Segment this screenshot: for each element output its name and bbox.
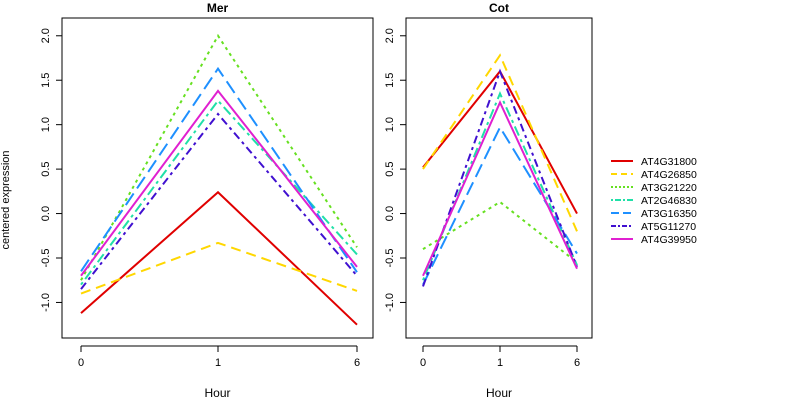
chart-panel-mer: Mer -1.0 -0.5 0.0 0.5 1.0 1.5 2.0 0 1 6 Hour [40, 1, 374, 400]
y-tick-label: -0.5 [40, 249, 52, 268]
chart-title: Mer [207, 1, 229, 15]
x-tick-label: 0 [420, 357, 426, 369]
series-line-at4g31800 [80, 190, 358, 326]
y-tick-label: 2.0 [40, 28, 52, 43]
x-tick-label: 0 [78, 357, 84, 369]
y-tick-label: -1.0 [384, 293, 396, 312]
y-tick-label: -1.0 [40, 293, 52, 312]
legend-item: AT2G46830 [611, 195, 697, 207]
legend-item: AT3G16350 [611, 208, 697, 220]
series-line-at4g26850 [80, 241, 358, 295]
series-line-at3g21220 [422, 200, 578, 264]
y-axis-label: centered expression [0, 150, 12, 249]
x-tick-label: 6 [574, 357, 580, 369]
legend: AT4G31800AT4G26850AT3G21220AT2G46830AT3G… [611, 156, 697, 246]
chart-panel-cot: Cot -1.0 -0.5 0.0 0.5 1.0 1.5 2.0 0 1 6 Hour [384, 1, 593, 400]
series-line-at4g39950 [422, 100, 578, 277]
x-axis-label: Hour [486, 386, 512, 400]
legend-item: AT4G31800 [611, 156, 697, 168]
legend-label: AT3G16350 [641, 208, 697, 220]
series-line-at5g11270 [80, 112, 358, 290]
x-axis-label: Hour [204, 386, 230, 400]
x-tick-label: 6 [354, 357, 360, 369]
plot-frame [405, 17, 593, 339]
y-tick-label: 0.5 [384, 161, 396, 176]
y-tick-label: 0.5 [40, 161, 52, 176]
series-line-at3g21220 [80, 33, 358, 281]
series-line-at4g26850 [422, 53, 578, 232]
series-line-at5g11270 [422, 68, 578, 287]
x-tick-label: 1 [215, 357, 221, 369]
y-tick-label: 1.5 [40, 73, 52, 88]
legend-item: AT4G26850 [611, 169, 697, 181]
y-tick-label: 1.0 [40, 117, 52, 132]
series-line-at4g39950 [80, 89, 358, 277]
legend-item: AT3G21220 [611, 182, 697, 194]
y-tick-label: 1.5 [384, 73, 396, 88]
y-tick-label: 1.0 [384, 117, 396, 132]
y-tick-label: -0.5 [384, 249, 396, 268]
legend-label: AT4G31800 [641, 156, 697, 168]
series-line-at2g46830 [422, 91, 578, 281]
legend-item: AT4G39950 [611, 234, 697, 246]
y-tick-label: 0.0 [40, 206, 52, 221]
x-tick-label: 1 [497, 357, 503, 369]
legend-label: AT3G21220 [641, 182, 697, 194]
legend-label: AT4G39950 [641, 234, 697, 246]
plot-frame [61, 17, 374, 339]
legend-label: AT2G46830 [641, 195, 697, 207]
y-tick-label: 0.0 [384, 206, 396, 221]
y-tick-label: 2.0 [384, 28, 396, 43]
legend-label: AT4G26850 [641, 169, 697, 181]
series-line-at3g16350 [80, 66, 358, 273]
legend-label: AT5G11270 [641, 221, 696, 233]
legend-item: AT5G11270 [611, 221, 696, 233]
chart-title: Cot [489, 1, 509, 15]
